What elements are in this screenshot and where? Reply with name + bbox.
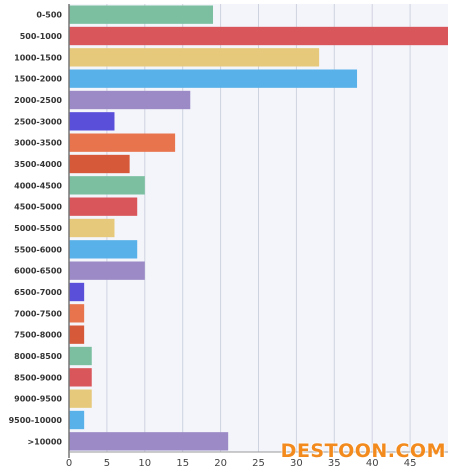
bar — [69, 90, 191, 110]
category-label: 8000-8500 — [14, 352, 62, 361]
x-tick-label: 0 — [66, 458, 72, 469]
bar — [69, 325, 85, 344]
bar — [69, 26, 448, 46]
category-label: 5500-6000 — [14, 245, 62, 254]
category-label: 3500-4000 — [14, 160, 62, 169]
category-label: 0-500 — [36, 11, 62, 20]
category-label: 5000-5500 — [14, 224, 62, 233]
x-tick-label: 10 — [138, 458, 151, 469]
category-label: 8500-9000 — [14, 373, 62, 382]
bar — [69, 48, 320, 67]
category-label: 7000-7500 — [14, 309, 62, 318]
watermark-logo: DESTOON.COM — [280, 440, 446, 462]
bar — [69, 432, 229, 451]
bar — [69, 154, 130, 174]
x-tick-label: 25 — [252, 458, 265, 469]
category-label: 6500-7000 — [14, 288, 62, 297]
category-label: 9500-10000 — [9, 416, 63, 425]
x-tick-label: 45 — [404, 458, 417, 469]
category-label: 1000-1500 — [14, 53, 62, 62]
bar — [69, 197, 138, 216]
x-tick-label: 5 — [104, 458, 110, 469]
category-label: 500-1000 — [20, 32, 63, 41]
bar — [69, 240, 138, 259]
category-label: 2500-3000 — [14, 117, 62, 126]
category-label: 1500-2000 — [14, 75, 62, 84]
x-tick-label: 30 — [290, 458, 303, 469]
bar — [69, 5, 214, 24]
x-tick-label: 40 — [366, 458, 379, 469]
bar — [69, 304, 85, 323]
bar — [69, 410, 85, 430]
category-label: 4500-5000 — [14, 203, 62, 212]
bar — [69, 218, 115, 238]
x-tick-label: 35 — [328, 458, 341, 469]
category-label: 3000-3500 — [14, 139, 62, 148]
category-label: 4000-4500 — [14, 181, 62, 190]
bar — [69, 69, 358, 88]
category-label: 7500-8000 — [14, 331, 62, 340]
bar — [69, 176, 145, 195]
bar — [69, 112, 115, 131]
bar — [69, 282, 85, 302]
category-label: 9000-9500 — [14, 395, 62, 404]
x-tick-label: 15 — [176, 458, 189, 469]
bar — [69, 261, 145, 280]
category-label: 2000-2500 — [14, 96, 62, 105]
bar — [69, 133, 176, 152]
bar — [69, 368, 92, 387]
bar — [69, 389, 92, 408]
x-tick-label: 20 — [214, 458, 227, 469]
category-label: >10000 — [27, 437, 62, 446]
bar — [69, 346, 92, 366]
category-label: 6000-6500 — [14, 267, 62, 276]
